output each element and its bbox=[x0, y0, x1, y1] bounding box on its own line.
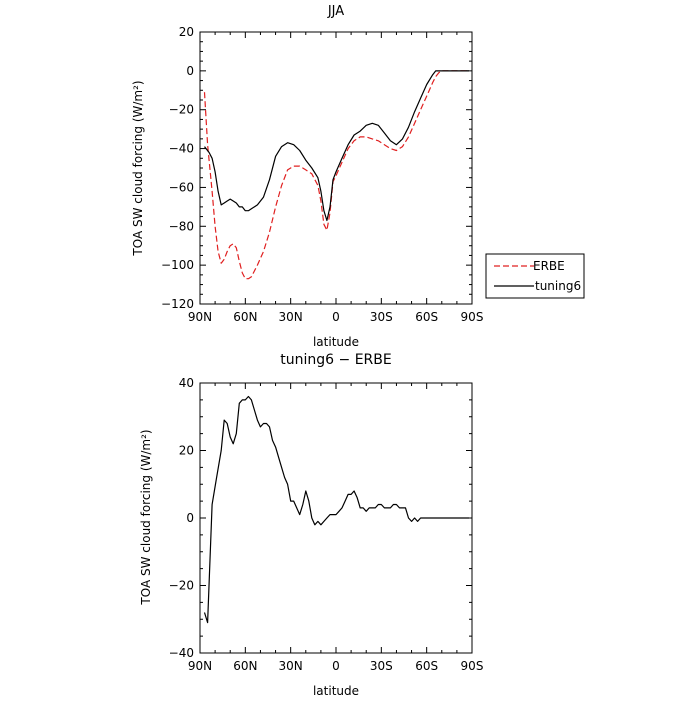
bottom-panel-y-tick-labels: 40 20 0 −20 −40 bbox=[169, 376, 194, 660]
y-tick-label: −100 bbox=[161, 258, 194, 272]
top-panel-y-axis-label: TOA SW cloud forcing (W/m²) bbox=[131, 80, 145, 256]
top-panel-y-tick-labels: 20 0 −20 −40 −60 −80 −100 −120 bbox=[161, 25, 194, 311]
bottom-panel-x-tick-labels: 90N 60N 30N 0 30S 60S 90S bbox=[188, 659, 484, 673]
y-tick-label: −60 bbox=[169, 180, 194, 194]
y-tick-label: 0 bbox=[186, 511, 194, 525]
bottom-panel-series bbox=[203, 395, 469, 624]
series-line-tuning6 bbox=[204, 70, 469, 222]
x-tick-label: 30N bbox=[279, 310, 303, 324]
bottom-panel: tuning6 − ERBE latitude TOA SW cloud for… bbox=[139, 352, 483, 698]
top-panel-x-tick-labels: 90N 60N 30N 0 30S 60S 90S bbox=[188, 310, 484, 324]
bottom-panel-x-axis-label: latitude bbox=[313, 684, 359, 698]
x-tick-label: 60N bbox=[233, 659, 257, 673]
y-tick-label: −40 bbox=[169, 646, 194, 660]
x-tick-label: 60S bbox=[415, 310, 438, 324]
bottom-panel-y-axis-label: TOA SW cloud forcing (W/m²) bbox=[139, 429, 153, 605]
x-tick-label: 90S bbox=[461, 310, 484, 324]
y-tick-label: 20 bbox=[179, 25, 194, 39]
top-panel-plot-frame bbox=[199, 31, 473, 305]
legend-box bbox=[485, 253, 585, 299]
y-tick-label: −20 bbox=[169, 579, 194, 593]
y-tick-label: −20 bbox=[169, 103, 194, 117]
y-tick-label: −80 bbox=[169, 219, 194, 233]
x-tick-label: 0 bbox=[332, 659, 340, 673]
bottom-panel-ticks bbox=[199, 382, 473, 654]
series-line-erbe bbox=[203, 70, 469, 280]
top-panel-x-axis-label: latitude bbox=[313, 335, 359, 349]
y-tick-label: 20 bbox=[179, 444, 194, 458]
legend-label-tuning6: tuning6 bbox=[535, 279, 581, 293]
x-tick-label: 60N bbox=[233, 310, 257, 324]
x-tick-label: 90S bbox=[461, 659, 484, 673]
top-panel-series bbox=[203, 70, 469, 280]
y-tick-label: −120 bbox=[161, 297, 194, 311]
x-tick-label: 90N bbox=[188, 310, 212, 324]
top-panel: JJA latitude TOA SW cloud forcing (W/m²)… bbox=[131, 4, 585, 349]
x-tick-label: 90N bbox=[188, 659, 212, 673]
x-tick-label: 0 bbox=[332, 310, 340, 324]
difference-series-line bbox=[203, 395, 469, 624]
top-panel-title: JJA bbox=[327, 4, 344, 19]
x-tick-label: 30S bbox=[370, 310, 393, 324]
y-tick-label: −40 bbox=[169, 142, 194, 156]
x-tick-label: 30N bbox=[279, 659, 303, 673]
x-tick-label: 30S bbox=[370, 659, 393, 673]
top-panel-legend: ERBE tuning6 bbox=[485, 253, 585, 299]
x-tick-label: 60S bbox=[415, 659, 438, 673]
y-tick-label: 40 bbox=[179, 376, 194, 390]
bottom-panel-title: tuning6 − ERBE bbox=[280, 352, 391, 368]
legend-label-erbe: ERBE bbox=[533, 259, 565, 273]
top-panel-ticks bbox=[199, 31, 473, 305]
y-tick-label: 0 bbox=[186, 64, 194, 78]
